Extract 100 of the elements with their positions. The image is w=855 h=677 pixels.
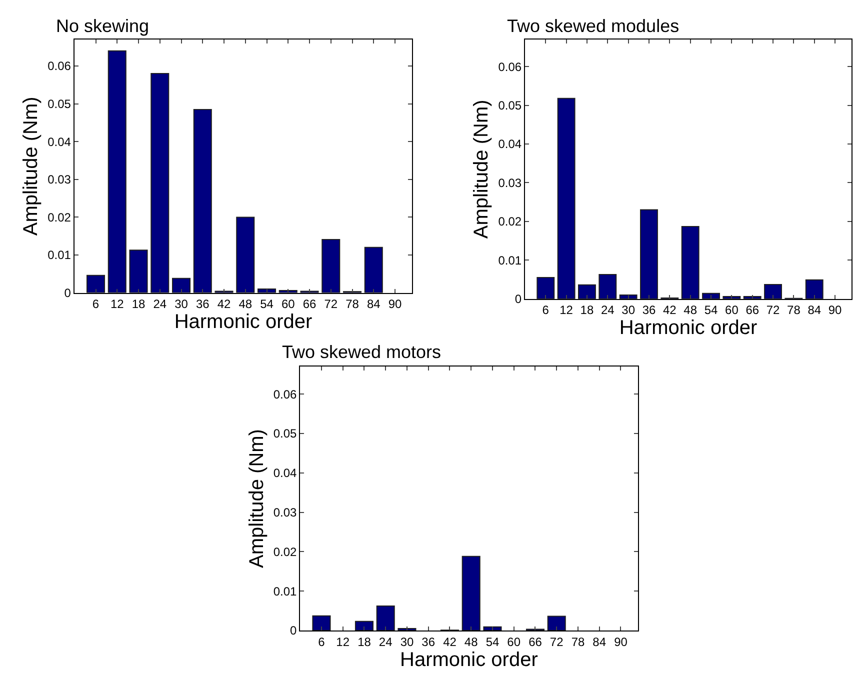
x-tick-label: 6 [92,297,100,312]
x-tick-label: 60 [725,303,739,318]
x-tick-label: 18 [580,303,594,318]
bar [578,284,596,299]
y-axis-title: Amplitude (Nm) [470,100,493,239]
bar [557,98,576,299]
y-tick-label: 0.03 [498,176,522,190]
y-tick-label: 0 [514,292,522,306]
x-tick-label: 54 [260,297,274,312]
y-tick-label: 0.01 [48,248,72,262]
y-tick-label: 0.05 [48,96,72,111]
bar [86,274,106,293]
bar [364,246,383,293]
x-tick-label: 84 [592,634,606,649]
bar [640,209,658,299]
bar [536,277,555,299]
x-tick-label: 90 [614,634,628,649]
bar [764,284,782,299]
bar [108,50,126,293]
bar [547,616,566,630]
y-tick-label: 0.01 [498,253,522,268]
x-tick-label: 36 [196,297,210,312]
bar [129,250,148,293]
x-tick-label: 66 [746,303,760,318]
bar [172,278,191,293]
x-tick-label: 90 [388,297,402,312]
bar [702,292,720,299]
bar [462,556,480,630]
bar [322,238,340,293]
x-tick-label: 48 [684,303,698,318]
x-tick-label: 24 [153,297,167,312]
x-tick-label: 18 [132,297,146,312]
x-tick-label: 36 [422,634,436,649]
bar [483,626,502,630]
x-tick-label: 72 [766,303,780,318]
x-tick-label: 78 [571,634,585,649]
y-tick-label: 0.05 [498,98,522,113]
x-tick-label: 48 [238,297,252,312]
y-tick-label: 0.06 [273,387,298,402]
x-tick-label: 72 [550,634,564,649]
x-tick-label: 42 [443,634,457,649]
y-tick-label: 0 [64,286,72,300]
x-axis-title: Harmonic order [619,317,758,340]
bar [150,73,170,293]
y-tick-label: 0.04 [273,466,298,480]
y-tick-label: 0.05 [273,426,298,441]
bar [193,108,212,293]
x-tick-label: 48 [464,634,478,649]
x-tick-label: 66 [302,297,317,312]
chart-title: No skewing [56,16,150,36]
x-tick-label: 24 [378,634,393,649]
bar [805,279,824,299]
x-tick-label: 30 [622,303,636,318]
y-tick-label: 0.02 [273,544,298,559]
x-tick-label: 36 [642,303,656,318]
x-tick-label: 84 [366,297,381,312]
x-tick-label: 30 [400,634,414,649]
y-tick-label: 0.02 [498,214,522,229]
y-tick-label: 0.04 [498,137,522,152]
chart-title: Two skewed motors [282,342,442,362]
y-tick-label: 0 [290,624,298,638]
bar [354,620,374,630]
x-tick-label: 6 [318,634,326,649]
x-tick-label: 66 [528,634,542,649]
x-tick-label: 54 [704,303,718,318]
x-tick-label: 78 [787,303,801,318]
x-tick-label: 42 [662,303,677,318]
x-tick-label: 60 [281,297,296,312]
bar [598,274,617,299]
x-tick-label: 30 [174,297,188,312]
y-tick-label: 0.02 [48,210,72,224]
bar [312,615,331,630]
x-tick-label: 60 [507,634,521,649]
x-tick-label: 12 [560,303,574,318]
x-tick-label: 72 [324,297,338,312]
y-tick-label: 0.06 [498,60,522,74]
bar [376,606,395,630]
x-axis-title: Harmonic order [174,311,312,334]
x-tick-label: 84 [808,303,822,318]
x-tick-label: 6 [542,303,550,318]
x-tick-label: 42 [217,297,232,312]
y-tick-label: 0.01 [273,584,298,598]
y-tick-label: 0.03 [48,172,72,187]
y-axis-title: Amplitude (Nm) [246,429,268,568]
x-tick-label: 24 [600,303,615,318]
y-tick-label: 0.03 [273,505,298,520]
x-tick-label: 54 [486,634,500,649]
x-tick-label: 12 [336,634,350,649]
bar [257,288,276,293]
y-tick-label: 0.04 [48,134,72,149]
x-tick-label: 18 [358,634,372,649]
x-tick-label: 12 [110,297,124,312]
x-tick-label: 90 [828,303,842,318]
bar [681,226,700,299]
y-tick-label: 0.06 [48,59,72,74]
bar [236,216,255,293]
x-axis-title: Harmonic order [400,648,538,671]
chart-title: Two skewed modules [507,16,680,36]
y-axis-title: Amplitude (Nm) [20,96,42,236]
x-tick-label: 78 [346,297,360,312]
